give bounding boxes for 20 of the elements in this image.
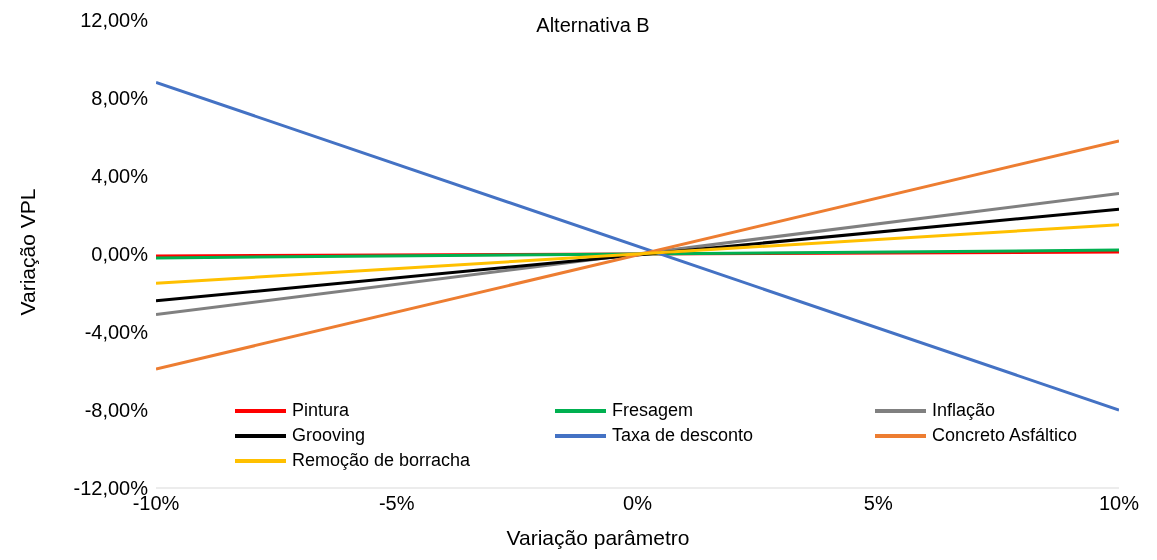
y-tick-label: 0,00% [91,243,149,266]
y-tick-label: -4,00% [84,321,149,344]
y-axis-title: Variação VPL [16,187,40,318]
y-tick-label: 4,00% [91,165,149,188]
y-tick-label: 8,00% [91,87,149,110]
legend-label: Fresagem [612,400,694,421]
chart-title: Alternativa B [535,14,651,37]
legend-label: Concreto Asfáltico [932,425,1078,446]
y-tick-label: -8,00% [84,399,149,422]
x-tick-label: 0% [623,492,653,515]
x-tick-label: 10% [1098,492,1140,515]
y-tick-label: 12,00% [80,9,149,32]
x-tick-label: -5% [378,492,415,515]
legend-label: Taxa de desconto [612,425,754,446]
legend-label: Pintura [292,400,350,421]
x-tick-label: 5% [863,492,893,515]
x-axis-title: Variação parâmetro [505,526,691,550]
legend-label: Grooving [292,425,366,446]
legend-label: Remoção de borracha [292,450,471,471]
legend-label: Inflação [932,400,996,421]
